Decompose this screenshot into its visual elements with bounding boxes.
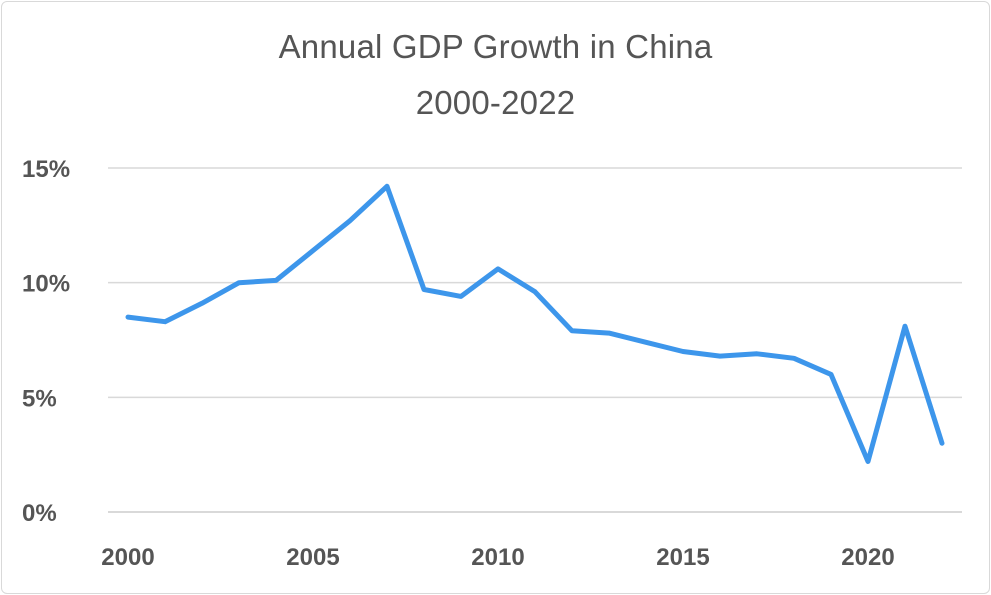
- series-group: [125, 183, 945, 464]
- y-tick-label: 0%: [22, 500, 57, 527]
- y-tick-label: 10%: [22, 271, 70, 298]
- x-axis-ticks: 2000 2005 2010 2015 2020: [101, 544, 894, 571]
- chart-title: Annual GDP Growth in China: [278, 28, 713, 65]
- x-tick-label: 2015: [656, 544, 709, 571]
- series-line: [125, 183, 945, 464]
- x-tick-label: 2000: [101, 544, 154, 571]
- gridlines: [108, 167, 962, 513]
- y-tick-label: 5%: [22, 385, 57, 412]
- x-tick-label: 2020: [841, 544, 894, 571]
- x-tick-label: 2010: [471, 544, 524, 571]
- y-axis-ticks: 0% 5% 10% 15%: [22, 156, 70, 527]
- x-tick-label: 2005: [286, 544, 339, 571]
- y-tick-label: 15%: [22, 156, 70, 183]
- chart-subtitle: 2000-2022: [415, 84, 576, 121]
